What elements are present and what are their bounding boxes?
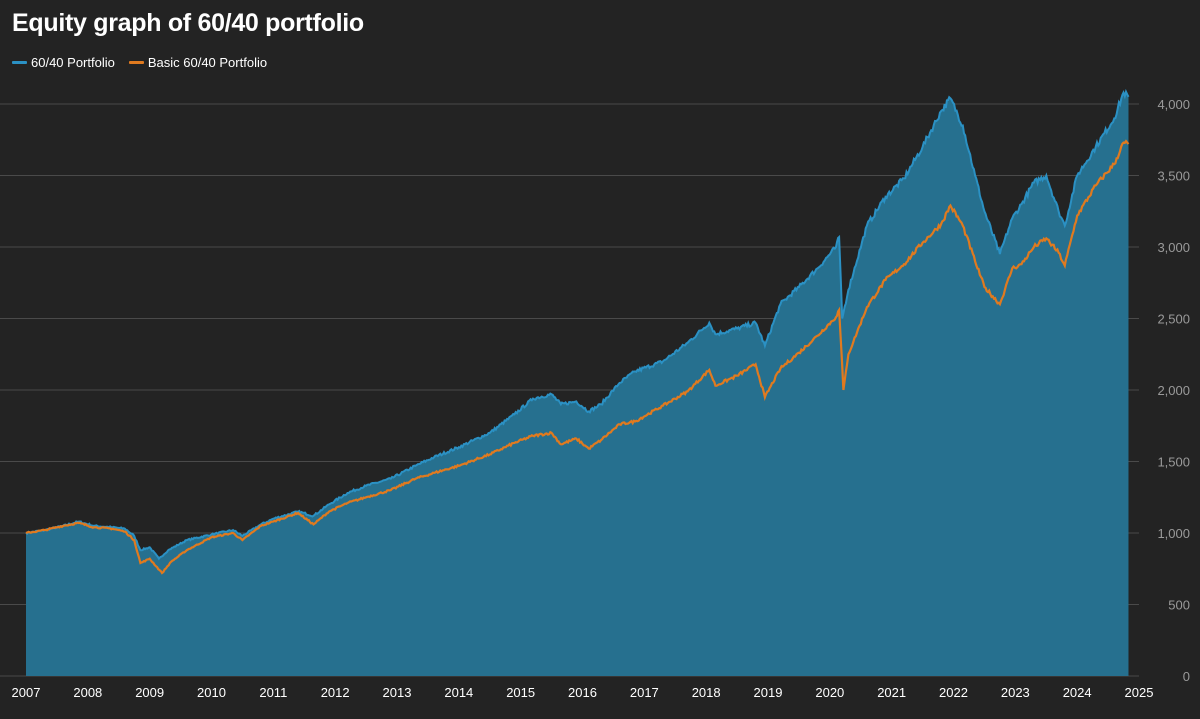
x-tick-label: 2017 xyxy=(630,685,659,700)
x-tick-label: 2007 xyxy=(12,685,41,700)
x-tick-label: 2016 xyxy=(568,685,597,700)
x-tick-label: 2015 xyxy=(506,685,535,700)
legend-item-60-40-portfolio[interactable]: 60/40 Portfolio xyxy=(12,55,115,70)
y-tick-label: 2,500 xyxy=(1157,312,1190,327)
x-tick-label: 2012 xyxy=(321,685,350,700)
legend-label: Basic 60/40 Portfolio xyxy=(147,55,268,70)
area-60-40-portfolio xyxy=(26,91,1129,677)
series-lines xyxy=(25,88,1130,575)
x-tick-label: 2008 xyxy=(73,685,102,700)
x-tick-label: 2021 xyxy=(877,685,906,700)
x-tick-label: 2022 xyxy=(939,685,968,700)
y-tick-label: 0 xyxy=(1183,669,1190,684)
legend-label: 60/40 Portfolio xyxy=(31,55,115,70)
y-axis: 0 500 1,000 1,500 2,000 2,500 3,000 3,500 4,000 xyxy=(1157,97,1190,684)
x-tick-label: 2013 xyxy=(383,685,412,700)
chart-legend: 60/40 Portfolio Basic 60/40 Portfolio xyxy=(12,55,267,70)
x-axis: 2007 2008 2009 2010 2011 2012 2013 2014 2015 2016… xyxy=(12,685,1154,700)
x-tick-label: 2020 xyxy=(815,685,844,700)
x-tick-label: 2019 xyxy=(754,685,783,700)
x-tick-label: 2023 xyxy=(1001,685,1030,700)
legend-item-basic-60-40-portfolio[interactable]: Basic 60/40 Portfolio xyxy=(128,55,268,70)
chart-title: Equity graph of 60/40 portfolio xyxy=(12,9,364,37)
x-tick-label: 2011 xyxy=(259,685,287,700)
line-basic-60-40-portfolio xyxy=(25,139,1130,575)
x-tick-label: 2025 xyxy=(1125,685,1154,700)
series-area xyxy=(26,91,1129,677)
x-tick-label: 2014 xyxy=(444,685,473,700)
y-tick-label: 3,500 xyxy=(1157,169,1190,184)
y-tick-label: 4,000 xyxy=(1157,97,1190,112)
y-tick-label: 2,000 xyxy=(1157,383,1190,398)
y-tick-label: 500 xyxy=(1168,598,1190,613)
y-tick-label: 3,000 xyxy=(1157,240,1190,255)
y-tick-label: 1,000 xyxy=(1157,526,1190,541)
y-tick-label: 1,500 xyxy=(1157,455,1190,470)
x-tick-label: 2024 xyxy=(1063,685,1092,700)
legend-swatch-blue xyxy=(12,61,27,64)
x-tick-label: 2010 xyxy=(197,685,226,700)
x-tick-label: 2018 xyxy=(692,685,721,700)
line-60-40-portfolio xyxy=(25,88,1130,561)
x-tick-label: 2009 xyxy=(135,685,164,700)
legend-swatch-orange xyxy=(128,61,144,64)
